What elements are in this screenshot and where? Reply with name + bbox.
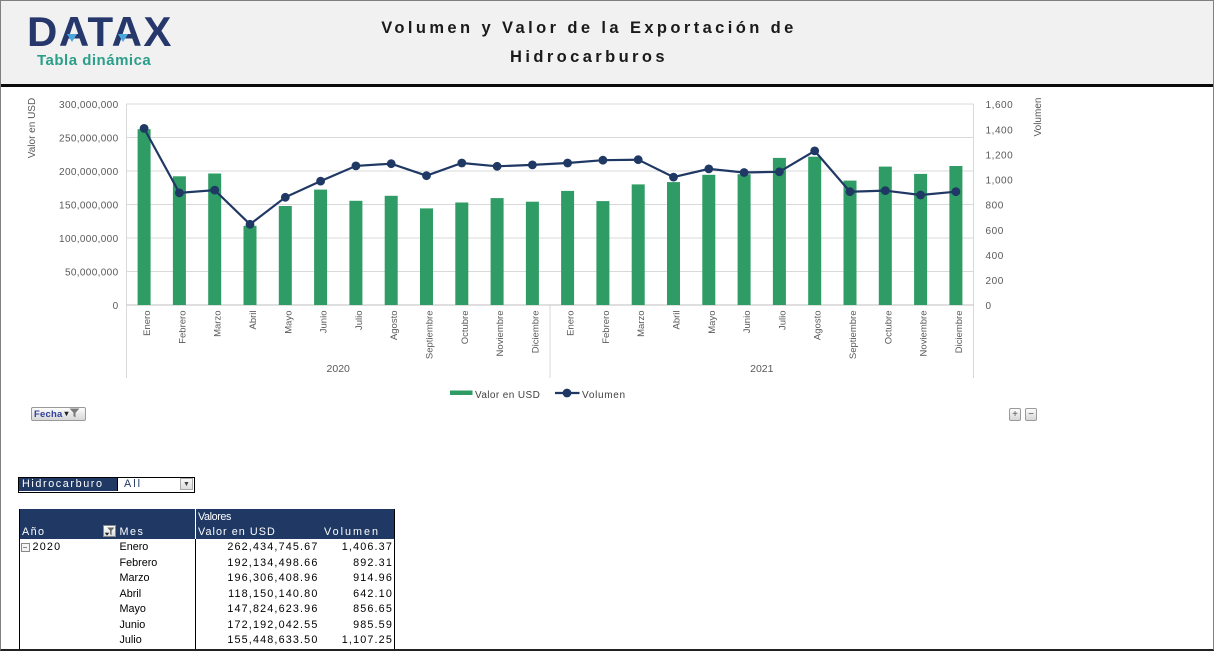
svg-text:2020: 2020 (327, 363, 351, 375)
svg-text:50,000,000: 50,000,000 (65, 268, 119, 279)
svg-text:Mayo: Mayo (283, 311, 294, 334)
svg-text:400: 400 (986, 251, 1004, 262)
svg-text:Septiembre: Septiembre (425, 311, 436, 360)
svg-text:Marzo: Marzo (636, 311, 647, 337)
svg-text:Julio: Julio (354, 311, 365, 331)
svg-text:Abril: Abril (248, 311, 259, 330)
svg-text:Febrero: Febrero (601, 311, 612, 344)
svg-text:100,000,000: 100,000,000 (59, 234, 119, 245)
svg-text:200,000,000: 200,000,000 (59, 167, 119, 178)
svg-text:Noviembre: Noviembre (919, 311, 930, 357)
svg-text:Julio: Julio (777, 311, 788, 331)
svg-text:Abril: Abril (672, 311, 683, 330)
svg-text:1,200: 1,200 (986, 150, 1014, 161)
svg-text:1,000: 1,000 (986, 176, 1014, 187)
svg-text:Diciembre: Diciembre (954, 311, 965, 354)
svg-text:Valor en USD: Valor en USD (475, 390, 540, 401)
svg-text:Mayo: Mayo (707, 311, 718, 334)
svg-text:Volumen: Volumen (1033, 98, 1044, 137)
svg-text:Octubre: Octubre (883, 311, 894, 345)
svg-text:Enero: Enero (566, 311, 577, 336)
svg-text:Septiembre: Septiembre (848, 311, 859, 360)
svg-text:0: 0 (113, 301, 119, 312)
svg-text:Diciembre: Diciembre (530, 311, 541, 354)
svg-text:Enero: Enero (142, 311, 153, 336)
svg-text:0: 0 (986, 301, 992, 312)
svg-text:Febrero: Febrero (177, 311, 188, 344)
svg-text:Marzo: Marzo (213, 311, 224, 337)
svg-text:1,400: 1,400 (986, 125, 1014, 136)
svg-text:300,000,000: 300,000,000 (59, 100, 119, 111)
svg-text:Valor en USD: Valor en USD (27, 98, 38, 158)
svg-text:800: 800 (986, 201, 1004, 212)
svg-text:Junio: Junio (742, 311, 753, 334)
svg-text:1,600: 1,600 (986, 100, 1014, 111)
svg-text:150,000,000: 150,000,000 (59, 201, 119, 212)
svg-text:Noviembre: Noviembre (495, 310, 506, 356)
svg-text:Agosto: Agosto (389, 311, 400, 341)
svg-text:Junio: Junio (319, 311, 330, 334)
svg-text:250,000,000: 250,000,000 (59, 134, 119, 145)
svg-text:200: 200 (986, 276, 1004, 287)
svg-text:Volumen: Volumen (582, 390, 626, 401)
svg-text:Agosto: Agosto (813, 311, 824, 341)
svg-text:2021: 2021 (750, 363, 774, 375)
svg-text:600: 600 (986, 226, 1004, 237)
svg-text:Octubre: Octubre (460, 311, 471, 345)
